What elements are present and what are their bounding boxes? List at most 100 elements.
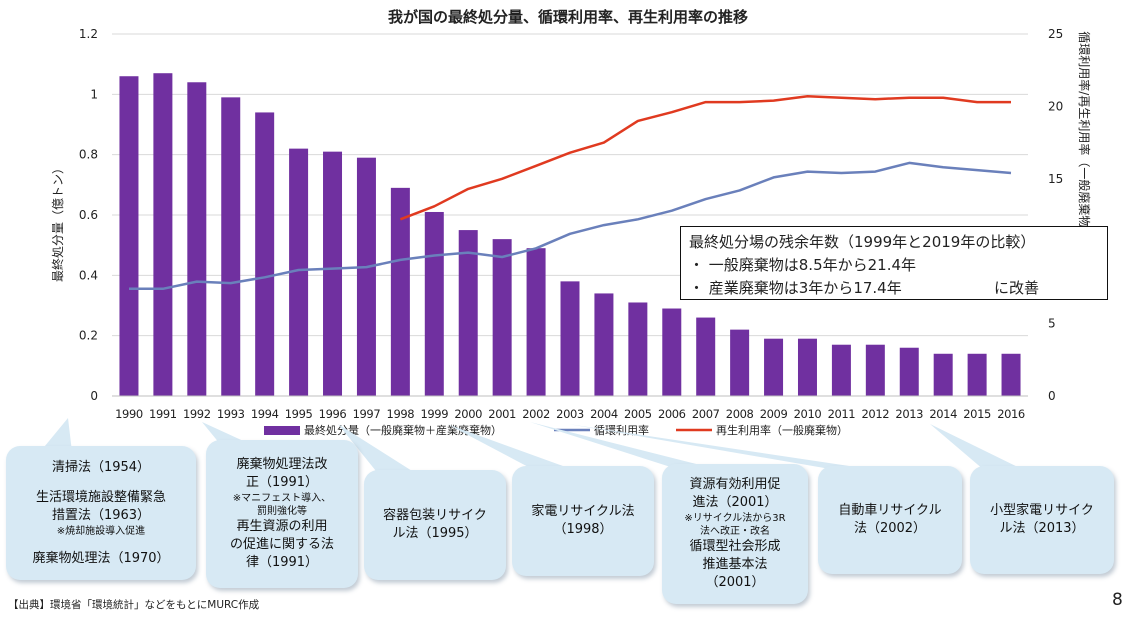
callout-6-line-1: 自動車リサイクル [838,503,942,518]
x-tick-label: 2010 [794,407,822,421]
x-tick-label: 2001 [488,407,516,421]
legend-swatch-bar [264,426,300,435]
x-tick-label: 1993 [217,407,245,421]
callout-6-line-2: 法（2002） [853,521,927,536]
callout-4-line-1: 家電リサイクル法 [531,504,635,519]
x-tick-label: 2016 [997,407,1025,421]
y-axis-right: 0510152025 [1048,27,1063,403]
callout-7-line-1: 小型家電リサイク [990,503,1094,518]
y-left-tick-label: 1.2 [79,27,98,41]
callout-7-line-2: ル法（2013） [999,521,1085,536]
bar-disposal [865,344,885,396]
callout-5-line-1: 資源有効利用促 [689,477,781,492]
x-tick-label: 2003 [556,407,584,421]
y-right-tick-label: 15 [1048,172,1063,186]
bar-disposal [424,211,444,396]
chart-title: 我が国の最終処分量、循環利用率、再生利用率の推移 [388,8,748,26]
legend: 最終処分量（一般廃棄物＋産業廃棄物） 循環利用率 再生利用率（一般廃棄物） [264,423,848,437]
infobox-line-general: ・ 一般廃棄物は8.5年から21.4年 [689,256,917,274]
bar-disposal [153,73,173,396]
callout-1-line-4: ※焼却施設導入促進 [56,525,146,537]
bar-disposal [1001,353,1021,396]
callout-2-line-7: 律（1991） [245,555,319,570]
bar-disposal [323,151,343,396]
x-tick-label: 1991 [149,407,177,421]
legend-label-bar: 最終処分量（一般廃棄物＋産業廃棄物） [304,423,502,437]
bar-disposal [764,338,784,396]
x-tick-label: 2007 [692,407,720,421]
x-tick-label: 2015 [963,407,991,421]
lines-group [129,95,1012,291]
bar-disposal [492,239,512,396]
bar-disposal [933,353,953,396]
callout-resource-utilization-law: 資源有効利用促 進法（2001） ※リサイクル法から3R 法へ改正・改名 循環型… [662,464,808,604]
y-right-tick-label: 25 [1048,27,1063,41]
callout-3-line-1: 容器包装リサイク [383,508,487,523]
bar-disposal [289,148,309,396]
callout-3-line-2: ル法（1995） [392,526,478,541]
bar-disposal [560,281,580,396]
x-tick-label: 2006 [658,407,686,421]
y-left-tick-label: 0.8 [79,148,98,162]
y-left-tick-label: 0 [90,389,98,403]
x-tick-label: 1995 [285,407,313,421]
bar-disposal [119,76,139,396]
callout-2-line-1: 廃棄物処理法改 [236,457,328,472]
bar-disposal [594,293,614,396]
x-tick-label: 2002 [522,407,550,421]
infobox-suffix: に改善 [994,279,1040,297]
bar-disposal [797,338,817,396]
callout-appliance-recycling-law: 家電リサイクル法 （1998） [512,466,654,576]
bar-disposal [831,344,851,396]
bar-disposal [628,302,648,396]
x-tick-label: 1998 [387,407,415,421]
bar-disposal [390,187,410,396]
callout-5-line-5: 循環型社会形成 [689,539,781,554]
legend-label-reuse: 再生利用率（一般廃棄物） [716,423,848,437]
x-tick-label: 1994 [251,407,279,421]
bar-disposal [458,230,478,396]
bar-disposal [255,112,275,396]
callout-cleaning-law: 清掃法（1954） 生活環境施設整備緊急 措置法（1963） ※焼却施設導入促進… [6,446,196,580]
legend-label-recycling: 循環利用率 [594,423,649,437]
x-tick-label: 2005 [624,407,652,421]
callout-1-line-2: 生活環境施設整備緊急 [35,489,166,505]
x-tick-label: 2013 [895,407,923,421]
y-left-tick-label: 0.4 [79,268,98,282]
y-right-tick-label: 5 [1048,317,1056,331]
y-left-tick-label: 0.2 [79,329,98,343]
bar-disposal [899,347,919,396]
infobox-line-industrial: ・ 産業廃棄物は3年から17.4年 [689,279,902,297]
y-left-tick-label: 0.6 [79,208,98,222]
bar-disposal [662,308,682,396]
callout-1-line-3: 措置法（1963） [51,507,151,523]
bar-disposal [967,353,987,396]
x-tick-label: 1999 [420,407,448,421]
x-axis: 1990 1991 1992 1993 1994 1995 1996 1997 1998 1999… [112,395,1028,421]
x-tick-label: 1992 [183,407,211,421]
y-axis-left: 0 0.2 0.4 0.6 0.8 1 1.2 [79,27,98,403]
x-tick-label: 2011 [828,407,856,421]
callout-1-line-1: 清掃法（1954） [51,459,151,475]
callout-2-line-5: 再生資源の利用 [236,519,328,534]
bars-group [119,73,1021,397]
callout-waste-management-law: 廃棄物処理法改 正（1991） ※マニフェスト導入、 罰則強化等 再生資源の利用… [206,440,358,588]
bar-disposal [187,82,207,397]
source-note: 【出典】環境省「環境統計」などをもとにMURC作成 [8,599,260,611]
y-left-tick-label: 1 [90,87,98,101]
callout-2-line-6: の促進に関する法 [229,537,334,552]
callout-container-recycling-law: 容器包装リサイク ル法（1995） [364,470,506,580]
x-tick-label: 2004 [590,407,618,421]
callout-small-appliance-recycling-law: 小型家電リサイク ル法（2013） [970,466,1114,574]
x-tick-label: 1996 [319,407,347,421]
x-tick-label: 2012 [861,407,889,421]
bar-disposal [356,157,376,396]
page-number: 8 [1112,590,1123,610]
y-axis-right-label: 循環利用率/再生利用率（一般廃棄物）（%） [1077,31,1092,268]
callout-1-line-5: 廃棄物処理法（1970） [32,550,170,566]
x-tick-label: 2014 [929,407,957,421]
callout-4-line-2: （1998） [553,522,613,537]
infobox-title: 最終処分場の残余年数（1999年と2019年の比較） [689,233,1036,251]
x-tick-label: 2000 [454,407,482,421]
line-reuse-rate [399,95,1011,221]
